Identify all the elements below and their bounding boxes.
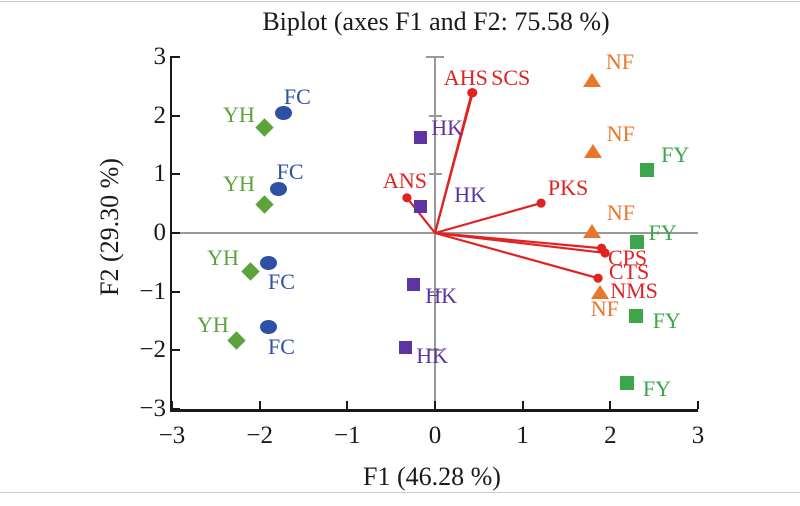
x-tick-label: 0 bbox=[428, 422, 442, 449]
x-tick bbox=[697, 401, 699, 409]
point-label-YH: YH bbox=[207, 244, 239, 270]
x-axis-spine bbox=[169, 409, 698, 412]
point-label-FY: FY bbox=[642, 376, 672, 402]
y-tick-label: 3 bbox=[153, 42, 167, 70]
vector-label-CPS: CPS bbox=[607, 245, 648, 271]
y-tick bbox=[171, 290, 180, 293]
y-tick bbox=[171, 173, 180, 176]
point-label-YH: YH bbox=[223, 101, 255, 127]
y-tick-label: −3 bbox=[139, 395, 166, 422]
marker-square-FY bbox=[619, 376, 634, 391]
x-tick-label: 3 bbox=[691, 422, 705, 449]
marker-triangle-NF bbox=[583, 143, 602, 158]
marker-square-FY bbox=[628, 308, 643, 323]
point-label-FC: FC bbox=[267, 333, 295, 359]
point-label-YH: YH bbox=[196, 311, 229, 337]
vector-line-PKS bbox=[434, 202, 542, 235]
marker-square-HK bbox=[398, 341, 412, 355]
vector-dot-SCS bbox=[468, 88, 478, 98]
point-label-HK: HK bbox=[431, 114, 463, 140]
point-label-FC: FC bbox=[267, 268, 295, 294]
y-tick-label: 2 bbox=[153, 101, 167, 129]
vector-label-SCS: SCS bbox=[491, 64, 531, 90]
bottom-rule bbox=[0, 492, 800, 493]
y-tick-label: 1 bbox=[153, 160, 167, 188]
vector-dot-ANS bbox=[402, 193, 412, 203]
vector-dot-CTS bbox=[600, 248, 610, 258]
center-axis-tick bbox=[428, 114, 442, 117]
center-axis-tick bbox=[428, 349, 442, 352]
point-label-FY: FY bbox=[648, 219, 677, 245]
x-tick-label: −2 bbox=[246, 422, 273, 449]
x-tick bbox=[609, 401, 612, 409]
point-label-NF: NF bbox=[606, 121, 635, 147]
x-axis-label: F1 (46.28 %) bbox=[363, 462, 501, 491]
y-tick bbox=[171, 408, 180, 410]
marker-square-HK bbox=[406, 277, 420, 291]
marker-triangle-NF bbox=[582, 223, 601, 238]
y-tick bbox=[171, 55, 180, 58]
vector-dot-NMS bbox=[593, 273, 603, 283]
marker-circle-FC bbox=[269, 181, 287, 196]
marker-triangle-NF bbox=[582, 73, 601, 88]
vector-label-AHS: AHS bbox=[443, 64, 488, 90]
point-label-FC: FC bbox=[283, 84, 311, 110]
x-tick bbox=[346, 401, 349, 409]
point-label-HK: HK bbox=[425, 283, 457, 309]
point-label-YH: YH bbox=[223, 170, 255, 196]
marker-circle-FC bbox=[259, 319, 277, 334]
point-label-NF: NF bbox=[605, 48, 634, 74]
vector-line-ANS bbox=[406, 197, 436, 234]
y-tick bbox=[171, 232, 180, 234]
vector-label-CTS: CTS bbox=[608, 258, 650, 284]
chart-title: Biplot (axes F1 and F2: 75.58 %) bbox=[262, 7, 610, 36]
point-label-FC: FC bbox=[276, 158, 304, 184]
vector-label-ANS: ANS bbox=[382, 167, 427, 193]
x-tick bbox=[170, 401, 173, 409]
point-label-NF: NF bbox=[590, 296, 619, 322]
top-rule bbox=[0, 1, 800, 2]
marker-square-HK bbox=[413, 131, 427, 145]
point-label-NF: NF bbox=[606, 200, 635, 226]
marker-triangle-NF bbox=[590, 284, 609, 299]
y-tick-label: −1 bbox=[139, 277, 166, 305]
y-tick-label: −2 bbox=[139, 336, 166, 364]
vector-line-CTS bbox=[434, 231, 606, 255]
x-tick bbox=[434, 401, 436, 409]
vector-label-PKS: PKS bbox=[547, 175, 589, 201]
center-axis-tick bbox=[428, 173, 442, 176]
x-tick bbox=[521, 401, 524, 409]
point-label-HK: HK bbox=[416, 342, 449, 368]
y-tick bbox=[171, 349, 180, 352]
center-axis-tick bbox=[428, 290, 442, 293]
marker-square-FY bbox=[640, 163, 655, 178]
x-tick-label: 1 bbox=[516, 422, 529, 449]
x-tick-label: 2 bbox=[604, 422, 617, 449]
vector-label-NMS: NMS bbox=[610, 278, 658, 304]
point-label-HK: HK bbox=[454, 182, 486, 207]
point-label-FY: FY bbox=[661, 142, 690, 168]
x-tick-label: −3 bbox=[158, 422, 186, 449]
marker-square-HK bbox=[413, 199, 427, 213]
y-axis-spine bbox=[169, 55, 172, 411]
marker-circle-FC bbox=[259, 255, 277, 270]
y-tick-label: 0 bbox=[153, 219, 167, 246]
vector-dot-PKS bbox=[536, 198, 546, 208]
vector-line-NMS bbox=[434, 231, 599, 280]
marker-circle-FC bbox=[274, 106, 292, 121]
vector-line-SCS bbox=[433, 92, 474, 234]
marker-square-FY bbox=[629, 234, 644, 249]
x-tick-label: −1 bbox=[334, 422, 361, 449]
center-axis-tick bbox=[426, 55, 444, 58]
point-label-FY: FY bbox=[652, 307, 681, 333]
x-tick bbox=[258, 401, 261, 409]
y-tick bbox=[171, 114, 180, 117]
